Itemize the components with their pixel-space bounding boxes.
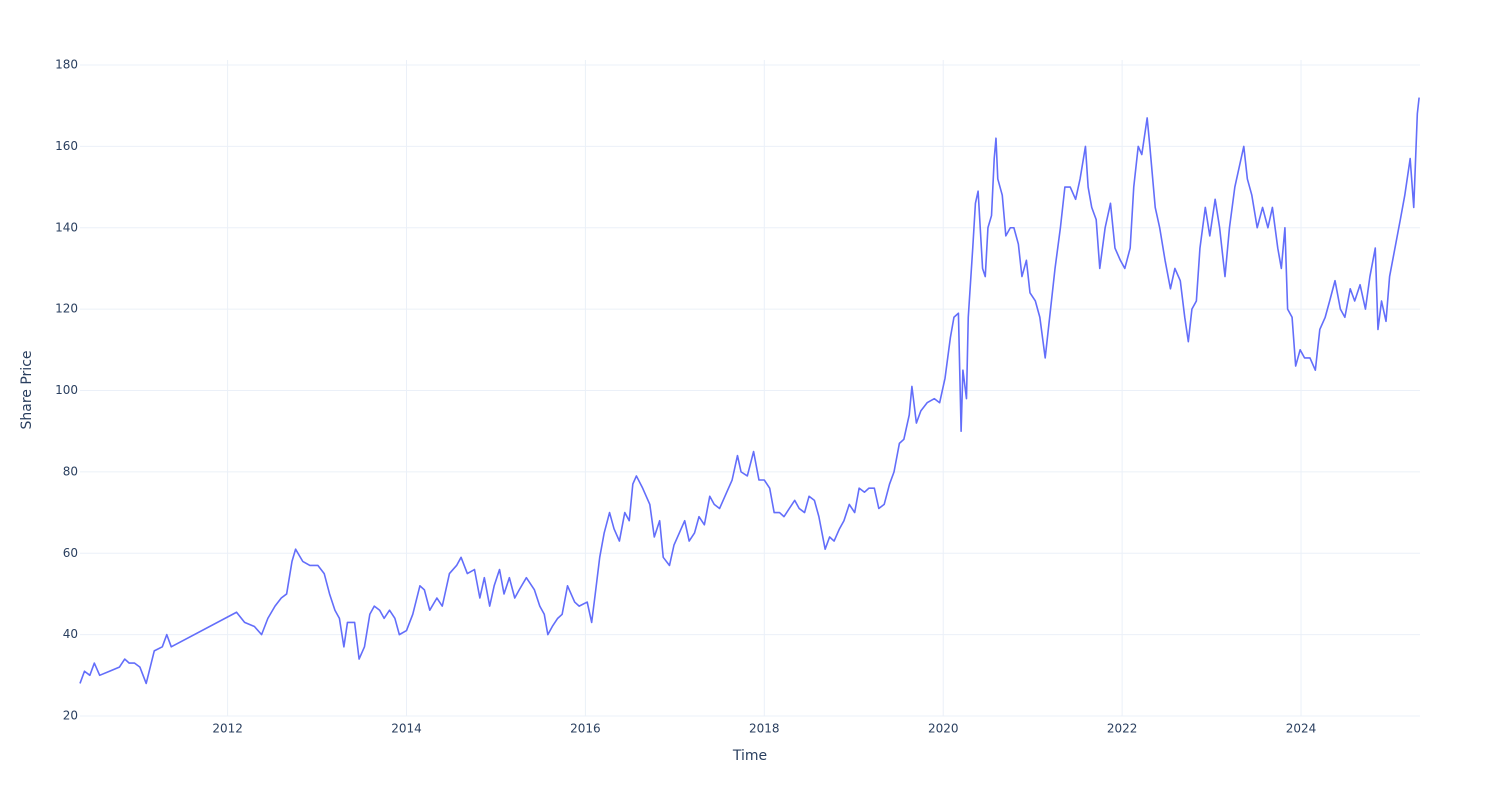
y-tick-label: 100 bbox=[55, 383, 78, 397]
x-tick-label: 2020 bbox=[928, 722, 959, 736]
x-tick-label: 2014 bbox=[391, 722, 422, 736]
y-tick-label: 120 bbox=[55, 302, 78, 316]
x-tick-label: 2022 bbox=[1107, 722, 1138, 736]
y-axis-title: Share Price bbox=[19, 350, 35, 429]
x-tick-label: 2016 bbox=[570, 722, 601, 736]
x-tick-label: 2012 bbox=[212, 722, 243, 736]
y-tick-label: 40 bbox=[63, 627, 78, 641]
y-tick-label: 140 bbox=[55, 220, 78, 234]
y-tick-label: 160 bbox=[55, 139, 78, 153]
y-tick-label: 20 bbox=[63, 709, 78, 723]
x-tick-label: 2018 bbox=[749, 722, 780, 736]
x-axis-title: Time bbox=[732, 748, 767, 764]
y-tick-label: 180 bbox=[55, 58, 78, 72]
x-tick-label: 2024 bbox=[1286, 722, 1317, 736]
price-line bbox=[79, 97, 1420, 685]
y-tick-label: 80 bbox=[63, 464, 78, 478]
y-tick-label: 60 bbox=[63, 546, 78, 560]
